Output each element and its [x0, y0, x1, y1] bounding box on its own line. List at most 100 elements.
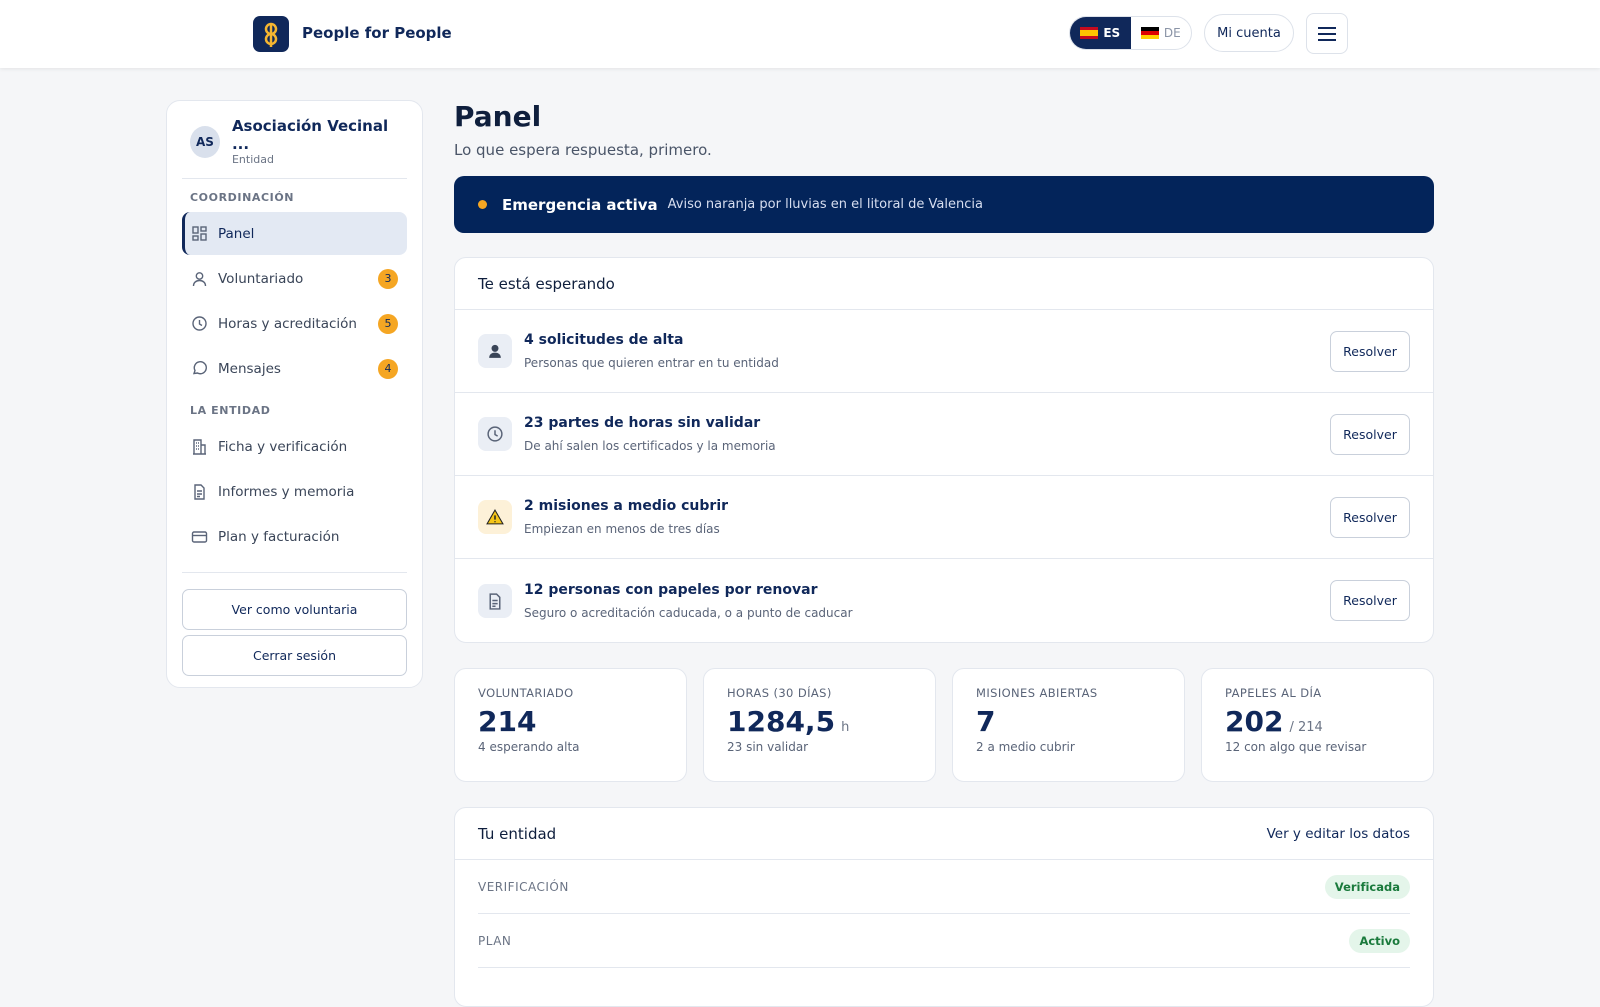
stat-card: HORAS (30 DÍAS) 1284,5 h 23 sin validar [703, 668, 936, 782]
entity-name: Asociación Vecinal ... [231, 117, 389, 153]
stat-note: 23 sin validar [727, 740, 809, 754]
item-icon [478, 500, 512, 534]
logo[interactable] [253, 16, 289, 52]
sidebar-button[interactable]: Ver como voluntaria [182, 589, 407, 630]
resolve-button[interactable]: Resolver [1330, 496, 1410, 538]
item-body: 2 misiones a medio cubrir Empiezan en men… [524, 498, 1318, 536]
sidebar-button[interactable]: Cerrar sesión [182, 635, 407, 676]
card-title: Tu entidad [478, 824, 557, 843]
item-body: 4 solicitudes de alta Personas que quiere… [524, 332, 1318, 370]
stat-value-row: 1284,5 h [727, 705, 912, 738]
navigation: COORDINACIÓN Panel Voluntariado 3 Horas y ac… [182, 179, 407, 558]
stat-value: 1284,5 [727, 705, 836, 738]
row-label: VERIFICACIÓN [478, 879, 569, 894]
nav-item[interactable]: Plan y facturación [182, 515, 407, 558]
item-description: Seguro o acreditación caducada, o a punt… [524, 605, 853, 620]
entity-row: PLAN Activo [478, 914, 1410, 968]
card-header: Te está esperando [455, 258, 1433, 310]
stat-note: 2 a medio cubrir [976, 740, 1075, 754]
sidebar-actions: Ver como voluntaria Cerrar sesión [182, 572, 407, 676]
brand[interactable]: People for People [302, 24, 452, 42]
stat-value-row: 202 / 214 [1225, 705, 1410, 738]
page-title: Panel [454, 100, 542, 133]
emergency-banner[interactable]: Emergencia activa Aviso naranja por lluv… [454, 176, 1434, 233]
stat-value-row: 214 [478, 705, 663, 738]
nav-item[interactable]: Ficha y verificación [182, 425, 407, 468]
language-option[interactable]: ES [1070, 17, 1131, 49]
nav-item[interactable]: Horas y acreditación 5 [182, 302, 407, 345]
nav-label: Plan y facturación [218, 528, 340, 545]
page-subtitle: Lo que espera respuesta, primero. [454, 141, 712, 159]
card-title: Te está esperando [478, 274, 615, 293]
nav-label: Informes y memoria [218, 483, 355, 500]
status-pill: Verificada [1324, 874, 1410, 899]
item-icon [478, 417, 512, 451]
icon [487, 426, 503, 442]
nav-item[interactable]: Mensajes 4 [182, 347, 407, 390]
stat-note: 4 esperando alta [478, 740, 580, 754]
nav-badge: 5 [378, 313, 398, 334]
main: Panel Lo que espera respuesta, primero. … [454, 100, 1434, 1007]
stat-unit: / 214 [1289, 720, 1323, 735]
language-code: ES [1103, 26, 1121, 40]
language-code: DE [1163, 26, 1181, 40]
waiting-item: 2 misiones a medio cubrir Empiezan en men… [455, 476, 1433, 559]
stat-card: PAPELES AL DÍA 202 / 214 12 con algo que re… [1201, 668, 1434, 782]
resolve-button[interactable]: Resolver [1330, 413, 1410, 455]
flag [1140, 27, 1159, 39]
edit-link[interactable]: Ver y editar los datos [1266, 825, 1410, 842]
resolve-button[interactable]: Resolver [1330, 580, 1410, 621]
nav-label: Horas y acreditación [218, 315, 357, 332]
icon [192, 316, 207, 331]
section-title: LA ENTIDAD [190, 404, 271, 417]
entity-info: Asociación Vecinal ... Entidad [232, 117, 399, 166]
flag [1080, 27, 1099, 39]
icon [489, 344, 501, 358]
entity-header: AS Asociación Vecinal ... Entidad [182, 117, 407, 179]
stat-label: HORAS (30 DÍAS) [727, 686, 832, 700]
nav-item[interactable]: Voluntariado 3 [182, 257, 407, 300]
entity-row: VERIFICACIÓN Verificada [478, 860, 1410, 914]
item-title: 12 personas con papeles por renovar [524, 581, 818, 598]
sidebar: AS Asociación Vecinal ... Entidad COORDI… [166, 100, 423, 688]
stat-label: VOLUNTARIADO [478, 686, 574, 700]
waiting-item: 12 personas con papeles por renovar Segur… [455, 559, 1433, 642]
icon [192, 361, 207, 375]
icon [192, 226, 207, 241]
nav-item[interactable]: Panel [182, 212, 407, 255]
nav-label: Mensajes [218, 360, 281, 377]
item-title: 23 partes de horas sin validar [524, 415, 761, 431]
alert-dot [478, 200, 487, 209]
stat-value: 214 [478, 705, 537, 738]
stat-label: MISIONES ABIERTAS [976, 686, 1098, 700]
item-icon [478, 334, 512, 368]
status-pill: Activo [1349, 928, 1410, 953]
nav-label: Panel [218, 225, 255, 242]
row-label: PLAN [478, 933, 512, 948]
account-button[interactable]: Mi cuenta [1204, 14, 1294, 52]
alert-text: Aviso naranja por lluvias en el litoral … [667, 197, 983, 212]
stat-value: 7 [976, 705, 996, 738]
icon [489, 592, 501, 610]
language-switch: ES DE [1069, 16, 1192, 50]
nav-badge: 3 [378, 268, 398, 289]
alert-title: Emergencia activa [502, 195, 658, 214]
resolve-button[interactable]: Resolver [1330, 330, 1410, 372]
entity-role: Entidad [231, 153, 274, 166]
menu-button[interactable] [1306, 13, 1348, 54]
nav-label: Ficha y verificación [218, 438, 348, 455]
waiting-item: 4 solicitudes de alta Personas que quiere… [455, 310, 1433, 393]
nav-item[interactable]: Informes y memoria [182, 470, 407, 513]
stat-value: 202 [1225, 705, 1284, 738]
card-header: Tu entidad Ver y editar los datos [455, 808, 1433, 860]
icon [486, 509, 504, 525]
item-body: 23 partes de horas sin validar De ahí sal… [524, 415, 1318, 453]
stat-label: PAPELES AL DÍA [1225, 686, 1322, 700]
language-option[interactable]: DE [1131, 17, 1192, 49]
nav-badge: 4 [378, 358, 398, 379]
waiting-item: 23 partes de horas sin validar De ahí sal… [455, 393, 1433, 476]
section-title: COORDINACIÓN [190, 191, 295, 204]
item-body: 12 personas con papeles por renovar Segur… [524, 582, 1318, 620]
stat-unit: h [841, 720, 850, 735]
